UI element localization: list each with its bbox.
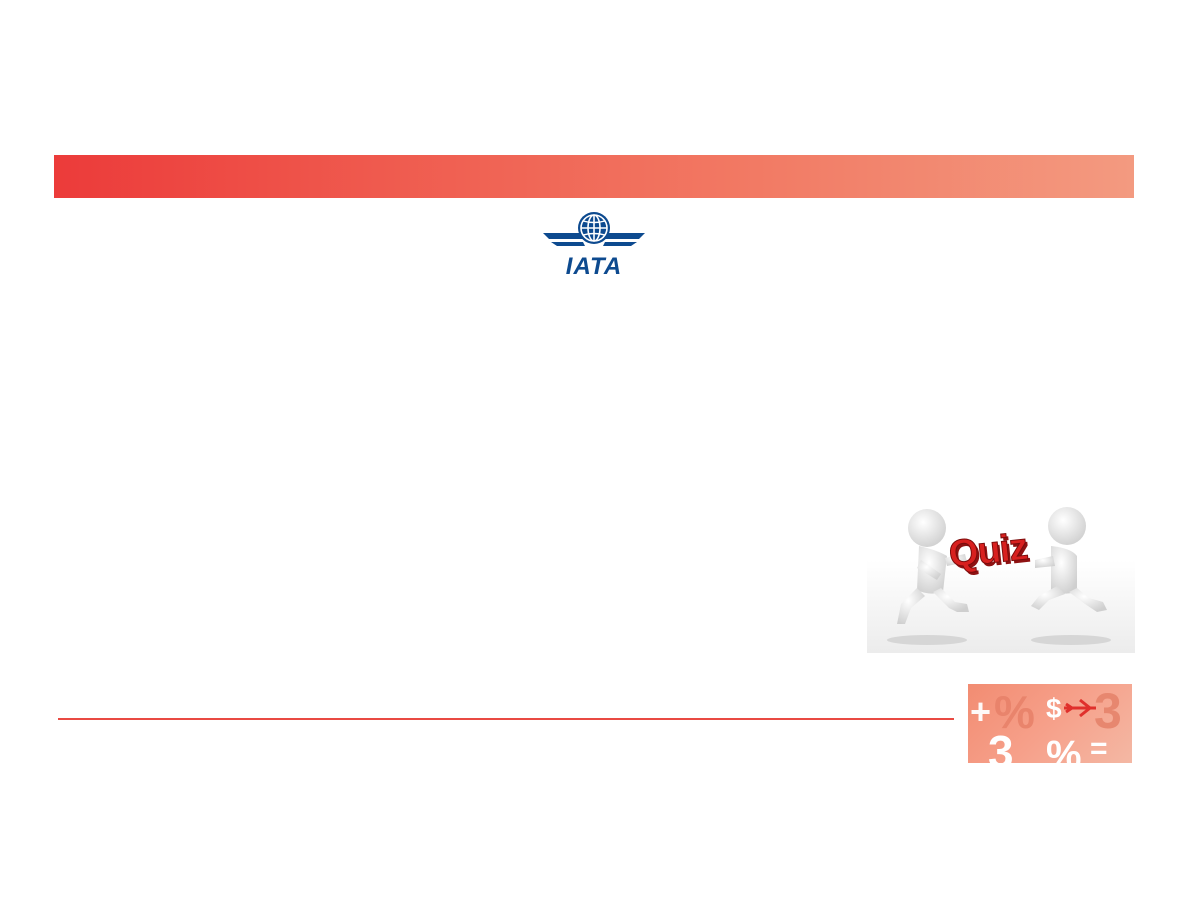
iata-logo: IATA bbox=[541, 209, 647, 281]
math-symbols-badge: + % $ 3 3 % = bbox=[968, 684, 1132, 763]
svg-text:$: $ bbox=[1046, 693, 1062, 724]
figures-carrying-word-icon bbox=[867, 507, 1135, 653]
globe-wings-icon bbox=[543, 212, 645, 246]
logo-text: IATA bbox=[565, 253, 623, 280]
quiz-word: Quiz bbox=[946, 526, 1030, 577]
divider-line bbox=[58, 718, 954, 720]
svg-text:3: 3 bbox=[1094, 684, 1122, 739]
header-band bbox=[54, 155, 1134, 198]
math-symbols-icon: + % $ 3 3 % = bbox=[970, 684, 1122, 763]
quiz-illustration: Quiz bbox=[867, 500, 1135, 653]
svg-text:=: = bbox=[1090, 732, 1108, 763]
svg-text:%: % bbox=[994, 686, 1035, 738]
svg-text:%: % bbox=[1046, 733, 1082, 763]
svg-text:+: + bbox=[970, 691, 991, 732]
svg-text:3: 3 bbox=[988, 726, 1014, 763]
